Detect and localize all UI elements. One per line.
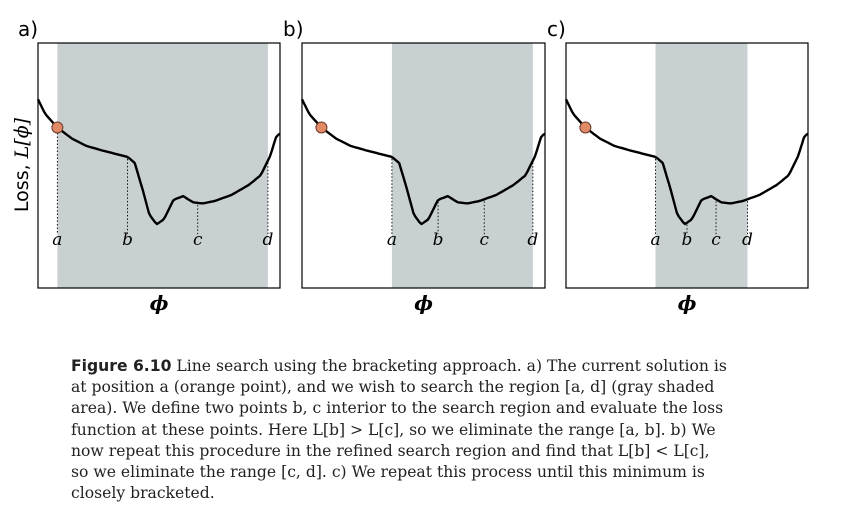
loss-curve [36,98,281,226]
loss-curve [564,98,809,226]
tick-label-d: d [742,230,753,250]
tick-label-c: c [193,230,203,250]
current-solution-point [579,121,592,134]
tick-label-b: b [433,230,444,250]
panel-label: c) [547,17,566,41]
search-region-shade [391,43,533,288]
panel-frame [37,42,281,289]
figure-caption: Figure 6.10 Line search using the bracke… [71,356,751,504]
current-solution-point [315,121,328,134]
caption-line-5: now repeat this procedure in the refined… [71,441,710,460]
tick-label-b: b [122,230,133,250]
panel-label: b) [283,17,304,41]
y-axis-label-math: L[ϕ] [11,117,33,159]
caption-line-6: so we eliminate the range [c, d]. c) We … [71,463,705,482]
x-axis-label: ϕ [678,291,697,315]
tick-label-d: d [527,230,538,250]
y-axis-label: Loss, L[ϕ] [11,117,33,212]
search-region-shade [57,43,268,288]
tick-label-a: a [650,230,660,250]
x-axis-label: ϕ [414,291,433,315]
caption-line-4: function at these points. Here L[b] > L[… [71,420,716,439]
panel-label: a) [18,17,38,41]
tick-label-b: b [682,230,693,250]
caption-line-2: at position a (orange point), and we wis… [71,378,715,397]
tick-label-c: c [711,230,721,250]
figure-number: Figure 6.10 [71,357,172,375]
tick-label-a: a [52,230,62,250]
caption-line-1: Figure 6.10 Line search using the bracke… [71,357,727,375]
y-axis-label-prefix: Loss, [11,158,33,212]
search-region-shade [655,43,748,288]
panel-frame [301,42,546,289]
current-solution-point [51,121,64,134]
panel-frame [565,42,809,289]
tick-label-d: d [262,230,273,250]
tick-label-a: a [387,230,397,250]
tick-label-c: c [479,230,489,250]
caption-line-3: area). We define two points b, c interio… [71,399,724,418]
caption-line-7: closely bracketed. [71,484,215,503]
x-axis-label: ϕ [150,291,169,315]
loss-curve [300,98,546,226]
